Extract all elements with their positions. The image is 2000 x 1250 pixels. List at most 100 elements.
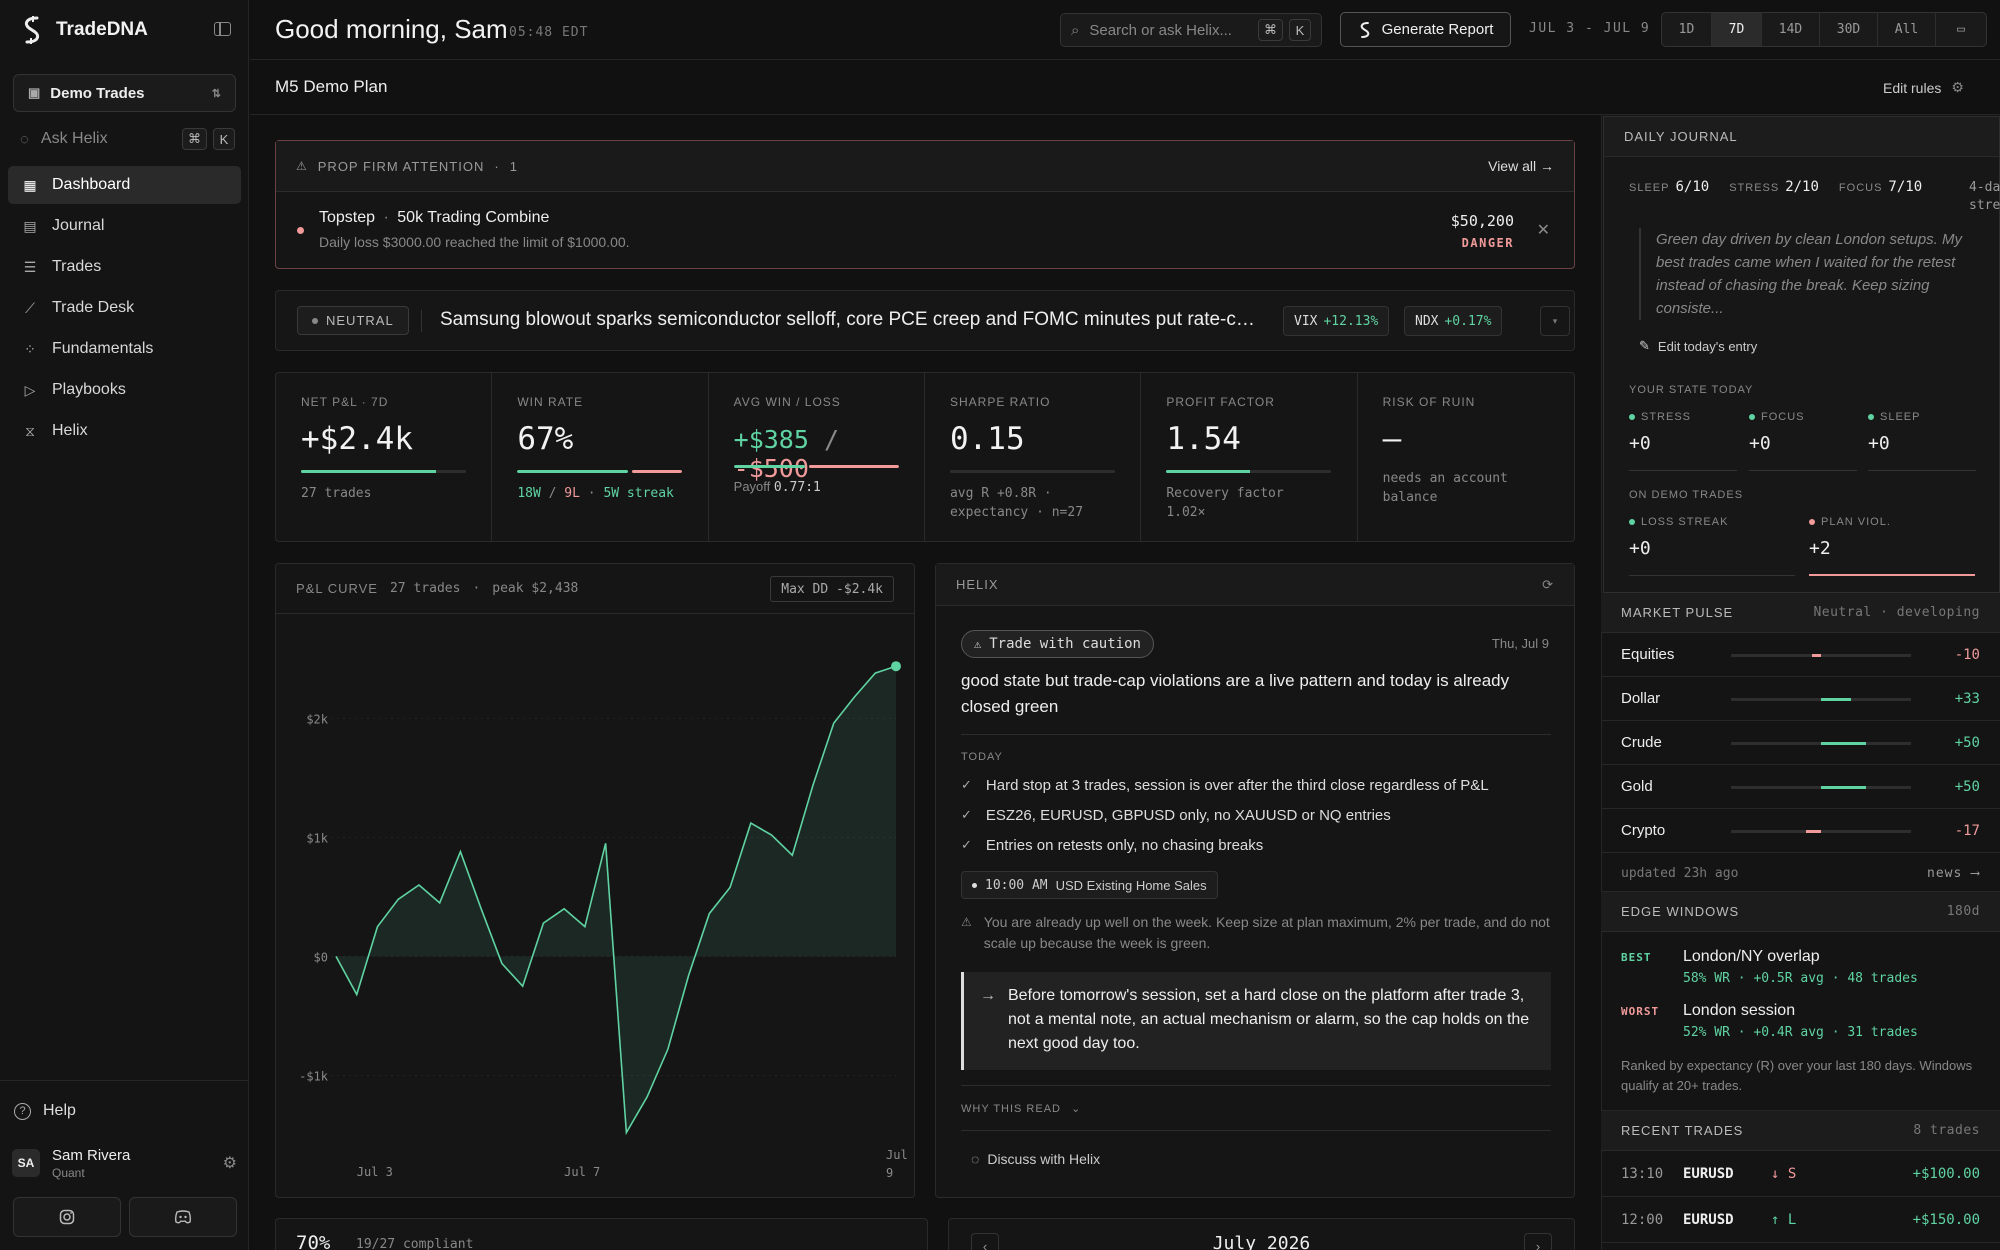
sidebar-item-fundamentals[interactable]: ⁘ Fundamentals (8, 330, 241, 368)
stat-sub-line: needs an account (1382, 471, 1508, 486)
best-window-name[interactable]: London/NY overlap (1683, 948, 1820, 965)
stat-sub: Recovery factor 1.02× (1166, 484, 1283, 522)
instagram-button[interactable] (13, 1197, 121, 1237)
pulse-row[interactable]: Dollar +33 (1601, 677, 2000, 721)
stat-sub: needs an account balance (1383, 469, 1508, 507)
sidebar-item-playbooks[interactable]: ▷ Playbooks (8, 371, 241, 409)
discord-button[interactable] (129, 1197, 237, 1237)
stat-sharpe[interactable]: SHARPE RATIO 0.15 avg R +0.8R · expectan… (925, 373, 1142, 541)
ticker-vix[interactable]: VIX +12.13% (1283, 306, 1390, 336)
pnl-curve-card: P&L CURVE 27 trades · peak $2,438 Max DD… (275, 563, 915, 1198)
pulse-row[interactable]: Crypto -17 (1601, 809, 2000, 853)
book-icon: ▤ (23, 218, 37, 234)
range-7d[interactable]: 7D (1712, 13, 1762, 46)
alert-balance: $50,200 (1450, 212, 1514, 230)
account-selector[interactable]: ▣ Demo Trades ⇅ (13, 74, 236, 112)
alert-title[interactable]: Topstep · 50k Trading Combine (319, 209, 550, 226)
divider (961, 734, 1551, 735)
pulse-track (1731, 654, 1911, 657)
sidebar-item-trades[interactable]: ☰ Trades (8, 248, 241, 286)
program-name: 50k Trading Combine (397, 209, 550, 226)
sidebar-item-label: Trade Desk (52, 299, 135, 316)
arrow-right-icon: → (1540, 158, 1554, 174)
range-30d[interactable]: 30D (1820, 13, 1878, 46)
briefcase-icon: ▣ (28, 85, 41, 100)
state-value: +0 (1749, 433, 1771, 454)
chevron-down-icon[interactable]: ▾ (1540, 306, 1570, 336)
economic-event[interactable]: 10:00 AM USD Existing Home Sales (961, 871, 1218, 899)
rule-text: Hard stop at 3 trades, session is over a… (985, 777, 1489, 794)
pulse-row[interactable]: Crude +50 (1601, 721, 2000, 765)
stat-net-pnl[interactable]: NET P&L · 7D +$2.4k 27 trades (276, 373, 493, 541)
chevron-right-icon[interactable]: › (1524, 1233, 1552, 1250)
table-row[interactable]: 12:00 EURUSD ↑ L +$150.00 (1601, 1197, 2000, 1243)
view-all-label: View all (1488, 158, 1537, 174)
stat-profit-factor[interactable]: PROFIT FACTOR 1.54 Recovery factor 1.02× (1141, 373, 1358, 541)
ask-helix[interactable]: ◌ Ask Helix ⌘ K (20, 126, 235, 152)
news-headline[interactable]: Samsung blowout sparks semiconductor sel… (440, 309, 1260, 330)
daily-journal: DAILY JOURNAL SLEEP 6/10 STRESS 2/10 FOCUS… (1603, 116, 2000, 593)
table-row[interactable]: 13:10 EURUSD ↓ S +$100.00 (1601, 1151, 2000, 1197)
generate-report-button[interactable]: Generate Report (1340, 12, 1511, 47)
pulse-value: +50 (1954, 735, 1980, 751)
stat-value: +$385 / -$500 (733, 425, 840, 483)
pulse-news-link[interactable]: news ⟶ (1927, 866, 1980, 881)
chevron-left-icon[interactable]: ‹ (971, 1233, 999, 1250)
sentiment-label: NEUTRAL (326, 313, 394, 328)
event-name: USD Existing Home Sales (1055, 877, 1207, 893)
calendar-button[interactable]: ▭ (1936, 13, 1986, 46)
pulse-row[interactable]: Gold +50 (1601, 765, 2000, 809)
focus-value: 7/10 (1888, 179, 1923, 195)
pulse-row[interactable]: Equities -10 (1601, 633, 2000, 677)
why-this-read-toggle[interactable]: WHY THIS READ ⌄ (961, 1102, 1081, 1115)
gear-icon[interactable]: ⚙ (222, 1155, 237, 1172)
prop-firm-alert: ⚠ PROP FIRM ATTENTION · 1 View all → Top… (275, 140, 1575, 269)
range-all[interactable]: All (1878, 13, 1936, 46)
top-bar: Good morning, Sam 05:48 EDT ⌕ Search or … (250, 0, 2000, 60)
close-icon[interactable]: ✕ (1536, 222, 1550, 239)
metric-stress: STRESS 2/10 (1729, 179, 1819, 195)
range-14d[interactable]: 14D (1762, 13, 1820, 46)
worst-window-name[interactable]: London session (1683, 1002, 1796, 1019)
pulse-name: Gold (1621, 778, 1653, 795)
rule-item: ✓ Entries on retests only, no chasing bre… (961, 837, 1263, 854)
rule-text: Entries on retests only, no chasing brea… (985, 837, 1264, 854)
refresh-icon[interactable]: ⟳ (1542, 576, 1554, 592)
y-tick-label: $2k (306, 712, 328, 726)
stat-sub-line: avg R +0.8R · (949, 486, 1052, 501)
wins: 18W (517, 486, 541, 501)
stat-win-rate[interactable]: WIN RATE 67% 18W / 9L · 5W streak (492, 373, 709, 541)
alert-count: 1 (509, 158, 518, 174)
ticker-ndx[interactable]: NDX +0.17% (1404, 306, 1503, 336)
edit-rules-button[interactable]: Edit rules ⚙ (1883, 79, 1964, 96)
arrow-right-icon: → (980, 987, 996, 1004)
sidebar-toggle-icon[interactable] (214, 22, 231, 36)
ask-helix-label: Ask Helix (40, 130, 108, 147)
pulse-value: -17 (1954, 823, 1980, 839)
view-all-link[interactable]: View all → (1488, 158, 1554, 174)
range-1d[interactable]: 1D (1662, 13, 1712, 46)
pnl-chart[interactable]: $2k $1k $0 -$1k Jul 3 Jul 7 Jul 9 (276, 615, 914, 1197)
pulse-track (1731, 698, 1911, 701)
stat-label: RISK OF RUIN (1382, 395, 1476, 409)
sidebar-item-journal[interactable]: ▤ Journal (8, 207, 241, 245)
kbd-k: K (1289, 19, 1311, 41)
sidebar-item-helix[interactable]: ⧖ Helix (8, 412, 241, 450)
pnl-point (891, 661, 901, 672)
sidebar-item-trade-desk[interactable]: ⟋ Trade Desk (8, 289, 241, 327)
plan-bar: M5 Demo Plan Edit rules ⚙ (250, 60, 2000, 115)
search-input[interactable]: ⌕ Search or ask Helix... ⌘ K (1060, 13, 1322, 47)
y-tick-label: $0 (314, 950, 328, 964)
help-link[interactable]: ? Help (14, 1102, 76, 1120)
stat-sub: 27 trades (301, 486, 372, 501)
stat-avg-win-loss[interactable]: AVG WIN / LOSS +$385 / -$500 Payoff 0.77… (709, 373, 925, 541)
brand[interactable]: TradeDNA (20, 14, 148, 46)
user-profile[interactable]: SA Sam Rivera Quant ⚙ (12, 1145, 237, 1181)
warning-text: You are already up well on the week. Kee… (983, 914, 1550, 951)
edit-entry-button[interactable]: ✎ Edit today's entry (1639, 338, 1757, 354)
stat-label: AVG WIN / LOSS (733, 395, 841, 409)
stat-risk-of-ruin[interactable]: RISK OF RUIN — needs an account balance (1358, 373, 1574, 541)
pulse-bar (1821, 698, 1851, 701)
sidebar-item-dashboard[interactable]: ▦ Dashboard (8, 166, 241, 204)
discuss-with-helix-button[interactable]: ◌ Discuss with Helix (971, 1151, 1100, 1167)
